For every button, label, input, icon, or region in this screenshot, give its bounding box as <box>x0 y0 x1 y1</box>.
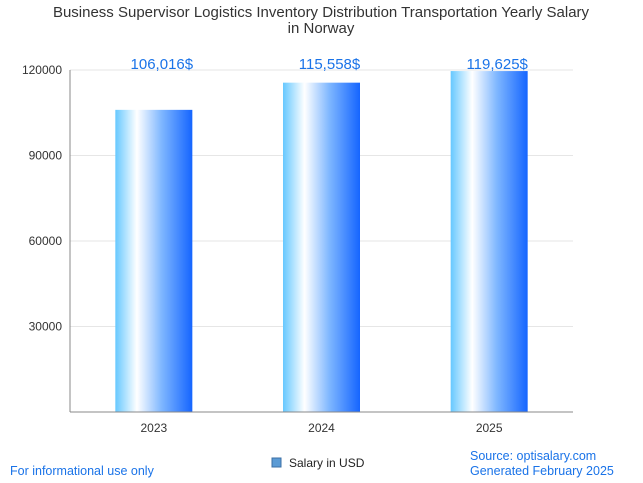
x-tick-label-2024: 2024 <box>308 421 335 435</box>
x-tick-label-2025: 2025 <box>476 421 503 435</box>
y-tick-label: 30000 <box>29 320 63 334</box>
bar-2024[interactable] <box>283 82 360 412</box>
y-tick-label: 90000 <box>29 149 63 163</box>
footer-generated: Generated February 2025 <box>470 464 614 478</box>
x-tick-label-2023: 2023 <box>140 421 167 435</box>
data-label-2025: 119,625$ <box>466 56 528 73</box>
legend[interactable]: Salary in USD <box>271 456 365 470</box>
footer-source: Source: optisalary.com <box>470 449 596 463</box>
x-axis-ticks: 2023 2024 2025 <box>140 421 502 435</box>
data-labels: 106,016$ 115,558$ 119,625$ <box>131 56 529 73</box>
legend-swatch <box>271 457 282 468</box>
y-axis-ticks: 30000 60000 90000 120000 <box>22 63 62 334</box>
legend-label: Salary in USD <box>289 456 365 470</box>
bar-2025[interactable] <box>450 71 528 412</box>
footer-note: For informational use only <box>10 464 155 478</box>
chart-title-line-1: Business Supervisor Logistics Inventory … <box>53 4 590 21</box>
data-label-2023: 106,016$ <box>131 56 194 73</box>
bars <box>115 71 528 412</box>
bar-2023[interactable] <box>115 109 193 412</box>
data-label-2024: 115,558$ <box>299 56 361 73</box>
y-tick-label: 120000 <box>22 63 62 77</box>
chart-title-line-2: in Norway <box>288 20 355 37</box>
y-tick-label: 60000 <box>29 234 63 248</box>
